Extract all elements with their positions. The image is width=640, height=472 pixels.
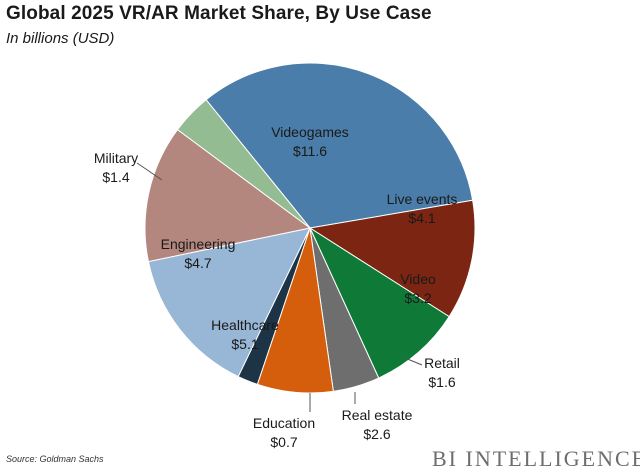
slice-label-education: Education $0.7 [253, 415, 315, 450]
slice-label-real-estate: Real estate $2.6 [342, 407, 413, 442]
leader-line-retail [404, 357, 423, 366]
slice-label-military: Military $1.4 [94, 150, 138, 185]
pie-slice-video [308, 226, 450, 379]
leader-line-military [136, 162, 163, 181]
pie-slice-healthcare [147, 227, 311, 378]
pie-slice-videogames [205, 62, 474, 229]
slice-label-engineering: Engineering $4.7 [161, 236, 236, 271]
chart-subtitle: In billions (USD) [6, 30, 115, 47]
pie-slice-live-events [308, 199, 476, 318]
pie-slice-military [176, 99, 311, 229]
slice-label-retail: Retail $1.6 [424, 355, 460, 390]
slice-label-live-events: Live events $4.1 [387, 191, 458, 226]
chart-title: Global 2025 VR/AR Market Share, By Use C… [6, 3, 432, 24]
source-note: Source: Goldman Sachs [6, 454, 104, 464]
slice-label-video: Video $3.2 [400, 271, 436, 306]
slice-label-healthcare: Healthcare $5.1 [211, 317, 279, 352]
pie-slice-engineering [144, 128, 312, 263]
slice-label-videogames: Videogames $11.6 [271, 124, 349, 159]
brand-logo: BI INTELLIGENCE [432, 446, 640, 471]
